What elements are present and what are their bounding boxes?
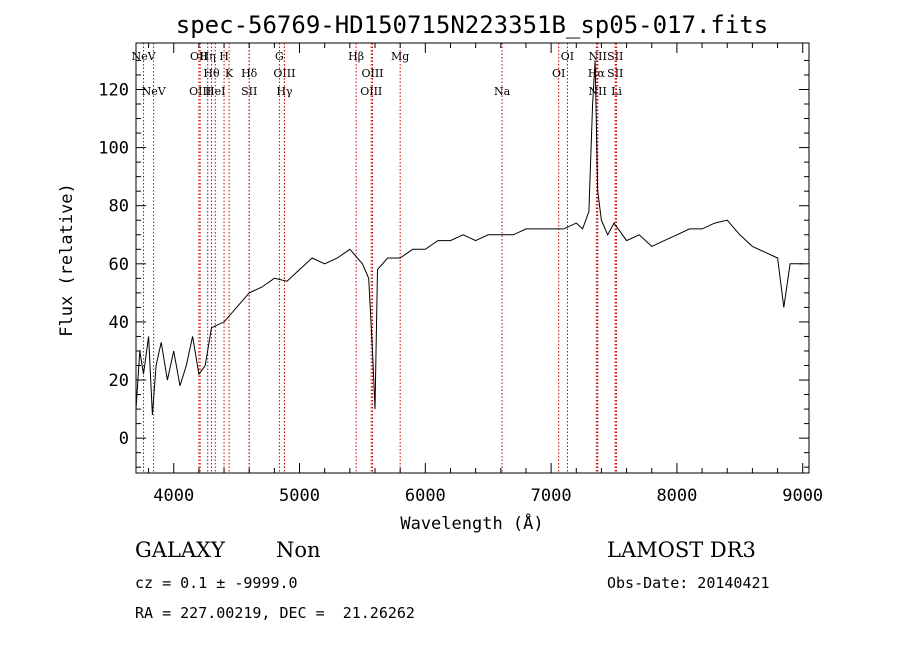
spectral-line-label: Hα xyxy=(588,67,606,80)
x-axis-label: Wavelength (Å) xyxy=(400,512,543,534)
x-tick-label: 5000 xyxy=(279,486,320,506)
spectral-line-label: K xyxy=(225,67,234,80)
spectrum-series xyxy=(135,60,803,415)
spectral-line-label: OI xyxy=(552,67,565,80)
spectral-line-label: NeV xyxy=(142,85,167,98)
spectral-line-label: OIII xyxy=(361,67,383,80)
spectral-line-label: NeV xyxy=(132,50,157,63)
redshift-text: cz = 0.1 ± -9999.0 xyxy=(135,574,298,592)
spectral-line-label: Mg xyxy=(391,50,409,63)
class-label: GALAXY xyxy=(135,538,225,562)
y-tick-label: 0 xyxy=(119,429,129,449)
y-tick-label: 80 xyxy=(109,197,129,217)
spectral-line-label: Hθ xyxy=(203,67,220,80)
spectral-line-label: Hη xyxy=(200,50,216,63)
spectral-line-label: Hγ xyxy=(276,85,293,98)
y-tick-label: 20 xyxy=(109,371,129,391)
spectral-line-markers: NeV NeV OII OIII Hη Hθ HeI HK SII Hδ G OIII Hγ Hβ OIII… xyxy=(132,43,623,473)
spectral-line-label: NII xyxy=(589,50,607,63)
ra-dec-text: RA = 227.00219, DEC = 21.26262 xyxy=(135,604,415,622)
spectral-line-label: Na xyxy=(494,85,511,98)
spectral-line-label: OIII xyxy=(273,67,295,80)
obs-date-text: Obs-Date: 20140421 xyxy=(607,574,770,592)
spectral-line-label: OIII xyxy=(360,85,382,98)
spectral-line-label: Hδ xyxy=(241,67,258,80)
y-tick-label: 40 xyxy=(109,313,129,333)
y-tick-label: 60 xyxy=(109,255,129,275)
y-tick-label: 120 xyxy=(98,80,129,100)
x-tick-label: 4000 xyxy=(153,486,194,506)
spectral-line-label: Li xyxy=(611,85,622,98)
spectral-line-label: SII xyxy=(607,50,623,63)
x-axis: 4000 5000 6000 7000 8000 9000 xyxy=(148,43,823,506)
spectral-line-label: OIII xyxy=(189,85,211,98)
x-tick-label: 7000 xyxy=(531,486,572,506)
spectral-line-label: H xyxy=(219,50,229,63)
x-tick-label: 8000 xyxy=(656,486,697,506)
spectral-line-label: Hβ xyxy=(348,50,364,63)
y-tick-label: 100 xyxy=(98,139,129,159)
spectral-line-label: OI xyxy=(561,50,574,63)
spectrum-line xyxy=(135,60,803,415)
spectral-line-label: SII xyxy=(607,67,623,80)
y-axis-label: Flux (relative) xyxy=(57,183,77,337)
spectral-line-label: HeI xyxy=(205,85,225,98)
x-tick-label: 6000 xyxy=(405,486,446,506)
chart-title: spec-56769-HD150715N223351B_sp05-017.fit… xyxy=(176,11,768,39)
subclass-label: Non xyxy=(276,538,321,562)
spectral-line-label: G xyxy=(275,50,284,63)
y-axis: 0 20 40 60 80 100 120 xyxy=(98,59,809,468)
survey-label: LAMOST DR3 xyxy=(607,538,756,562)
spectral-line-label: SII xyxy=(241,85,257,98)
plot-frame xyxy=(135,42,810,474)
spectral-line-label: NII xyxy=(589,85,607,98)
x-tick-label: 9000 xyxy=(782,486,823,506)
spectral-line-label: OII xyxy=(190,50,208,63)
